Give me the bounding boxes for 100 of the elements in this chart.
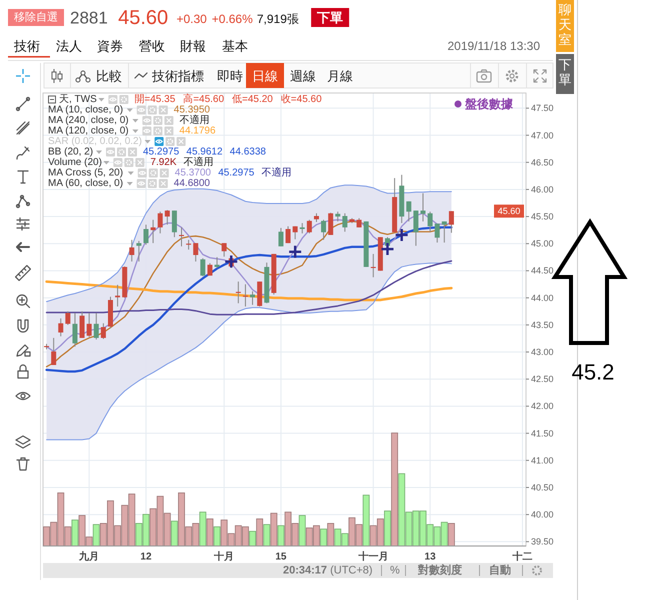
y-tick-label: 42.00 [531, 401, 554, 412]
bar [270, 512, 278, 546]
candlestick [292, 226, 298, 240]
annotation: 低=45.20 [232, 94, 274, 105]
candlestick [328, 212, 334, 236]
x-tick-label: 13 [424, 552, 436, 562]
text: 對數刻度 [417, 564, 462, 576]
text: 下單 [316, 10, 344, 25]
annotation: 45.2975 [218, 168, 255, 178]
annotation: 45.60 [498, 206, 520, 216]
annotation: 盤後數據 [464, 97, 514, 111]
bar [199, 512, 206, 546]
candlestick [86, 312, 92, 338]
text: 45.2 [572, 360, 614, 384]
annotation: MA (60, close, 0) [48, 178, 124, 189]
x-tick-label: 15 [275, 552, 287, 562]
candlestick [186, 239, 192, 250]
candlestick [143, 224, 148, 246]
candlestick [300, 222, 305, 234]
y-tick-label: 46.50 [531, 157, 554, 168]
candlestick [321, 219, 326, 240]
bar [298, 515, 306, 546]
candlestick [236, 281, 241, 304]
text: 月線 [327, 68, 353, 84]
bar [391, 432, 398, 546]
y-tick-label: 43.50 [531, 320, 554, 330]
text: 聊天室 [558, 2, 572, 47]
candlestick [278, 227, 284, 247]
candlestick [158, 211, 163, 234]
y-tick-label: 45.50 [531, 212, 554, 222]
bar [214, 526, 220, 546]
candlestick [80, 310, 85, 338]
annotation: BB (20, 2) [48, 146, 94, 158]
annotation: MA (10, close, 0) [48, 104, 124, 116]
candlestick [306, 219, 312, 234]
y-tick-label: 41.50 [531, 428, 554, 438]
text: 法人 [56, 38, 82, 54]
candlestick [51, 337, 56, 366]
annotation: Volume (20) [48, 157, 102, 168]
candlestick [94, 312, 99, 340]
point [380, 242, 395, 256]
x-tick-label: 12 [140, 552, 152, 562]
bar [448, 523, 455, 546]
annotation: 44.1796 [179, 126, 216, 136]
bar [362, 494, 370, 546]
text: +0.66% [212, 12, 254, 26]
text: 7,919張 [256, 12, 299, 26]
line-series [45, 280, 453, 302]
annotation: 45.3700 [174, 168, 212, 178]
text: 比較 [96, 68, 122, 84]
candlestick [434, 223, 440, 244]
y-tick-label: 39.50 [531, 536, 554, 547]
candlestick [179, 226, 184, 247]
text: 2019/11/18 13:30 [447, 39, 540, 53]
candlestick [420, 192, 426, 222]
bar [249, 530, 256, 546]
text: % [390, 564, 400, 576]
annotation: MA (120, close, 0) [48, 126, 129, 136]
candlestick [129, 239, 134, 262]
candlestick [413, 210, 418, 246]
x-tick-label: 十月 [213, 550, 234, 562]
annotation: 45.2975 [143, 146, 180, 158]
candlestick [150, 219, 156, 244]
bar [277, 525, 284, 546]
candlestick [72, 312, 78, 348]
annotation: 44.6800 [174, 178, 210, 189]
annotation: MA (240, close, 0) [48, 115, 129, 126]
candlestick [356, 218, 362, 228]
y-tick-label: 42.50 [531, 374, 554, 384]
y-tick-label: 46.00 [531, 184, 554, 194]
text: 技術指標 [151, 68, 204, 84]
line-series [46, 262, 452, 440]
candlestick [442, 220, 447, 244]
candlestick [448, 210, 454, 234]
annotation: 不適用 [262, 166, 292, 178]
candlestick [164, 210, 170, 226]
candlestick [193, 242, 198, 262]
y-tick-label: 40.50 [531, 482, 554, 492]
candlestick [342, 212, 348, 232]
candlestick [207, 262, 212, 276]
bar [92, 524, 100, 546]
y-tick-label: 41.00 [531, 455, 554, 466]
text: 營收 [139, 38, 165, 54]
annotation: 45.9612 [186, 146, 223, 158]
text: 技術 [13, 38, 40, 54]
x-tick-label: 十一月 [357, 550, 388, 562]
text: 移除自選 [14, 12, 58, 24]
candlestick [65, 310, 70, 326]
bar [206, 518, 214, 546]
y-tick-label: 45.00 [531, 238, 554, 249]
candlestick [222, 242, 227, 258]
annotation: 天, TWS [59, 94, 98, 105]
point [288, 244, 302, 259]
text: 週線 [290, 68, 316, 84]
candlestick [214, 256, 220, 269]
y-tick-label: 47.00 [531, 130, 554, 140]
candlestick [406, 200, 412, 222]
annotation: 開=45.35 [134, 94, 176, 105]
text: 財報 [180, 38, 206, 54]
bar [384, 510, 391, 546]
